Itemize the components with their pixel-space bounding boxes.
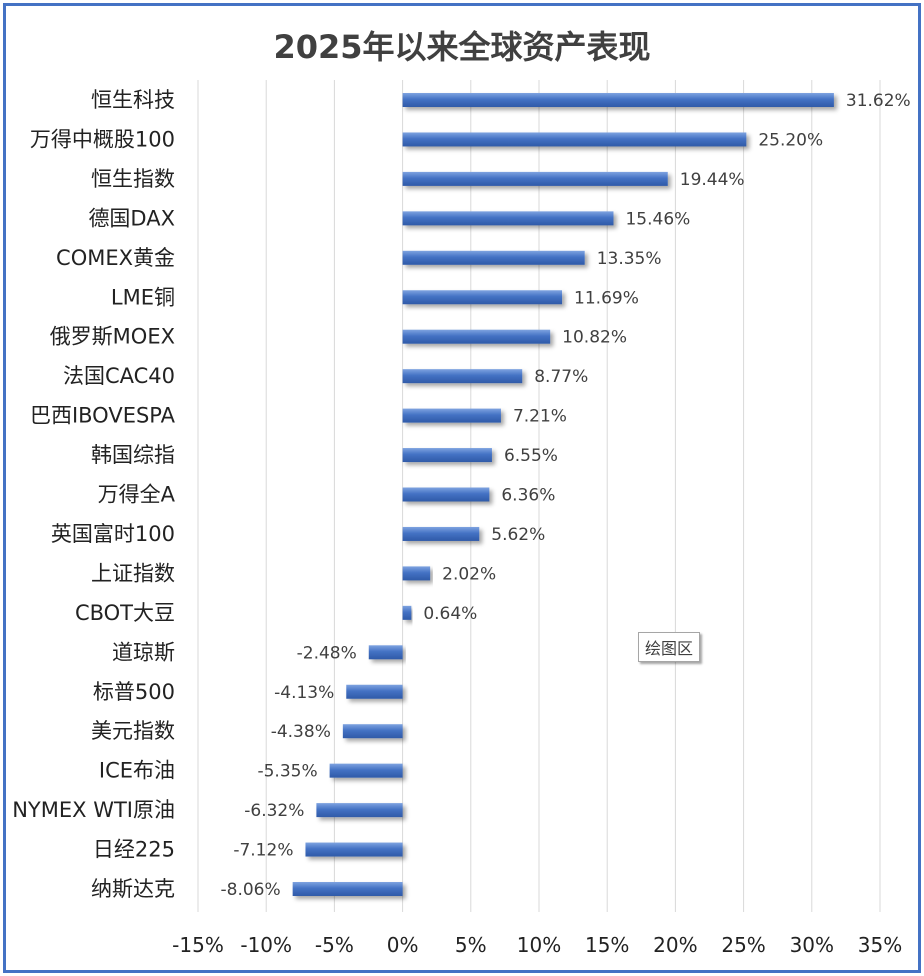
bar: [402, 329, 551, 344]
data-label: 19.44%: [680, 170, 745, 190]
x-tick-label: 35%: [858, 933, 902, 957]
category-label: 纳斯达克: [91, 877, 175, 901]
bar: [402, 171, 668, 186]
category-label: 巴西IBOVESPA: [30, 404, 176, 428]
x-tick-label: -10%: [240, 933, 292, 957]
data-label: 25.20%: [758, 130, 823, 150]
bar: [402, 93, 834, 107]
chart-title: 2025年以来全球资产表现: [273, 28, 651, 66]
bar: [402, 211, 614, 226]
data-label: 8.77%: [534, 367, 588, 387]
bar: [368, 645, 403, 660]
bar: [402, 408, 501, 423]
bar: [329, 763, 403, 778]
bar: [402, 132, 747, 147]
bar: [402, 487, 490, 502]
category-label: 法国CAC40: [63, 364, 175, 388]
data-label: 11.69%: [574, 288, 639, 308]
data-label: -2.48%: [297, 643, 357, 663]
category-label: 万得中概股100: [30, 127, 175, 151]
data-label: -5.35%: [257, 762, 317, 782]
bar: [342, 724, 403, 739]
category-label: 俄罗斯MOEX: [50, 325, 175, 349]
data-label: -4.38%: [271, 722, 331, 742]
plot-area-tooltip: 绘图区: [638, 632, 701, 662]
data-label: 2.02%: [442, 564, 496, 584]
category-label: 德国DAX: [88, 206, 175, 230]
x-tick-label: 5%: [455, 933, 487, 957]
bar: [305, 842, 403, 857]
data-label: 10.82%: [562, 328, 627, 348]
data-label: 13.35%: [597, 249, 662, 269]
data-label: 6.55%: [504, 446, 558, 466]
bar: [402, 526, 480, 541]
x-tick-label: 20%: [653, 933, 697, 957]
category-label: 日经225: [93, 838, 175, 862]
category-label: 道琼斯: [112, 640, 175, 664]
category-label: ICE布油: [99, 759, 175, 783]
x-tick-label: 30%: [790, 933, 834, 957]
x-tick-label: 10%: [517, 933, 561, 957]
data-label: -7.12%: [233, 841, 293, 861]
category-label: COMEX黄金: [56, 246, 175, 270]
data-label: 5.62%: [491, 525, 545, 545]
bar: [402, 566, 431, 581]
category-label: NYMEX WTI原油: [12, 798, 175, 822]
x-tick-label: 15%: [585, 933, 629, 957]
data-label: 15.46%: [625, 209, 690, 229]
category-label: CBOT大豆: [75, 601, 175, 625]
data-label: -6.32%: [244, 801, 304, 821]
category-label: LME铜: [111, 285, 175, 309]
data-label: 31.62%: [846, 91, 911, 111]
category-label: 美元指数: [91, 719, 175, 743]
x-tick-label: -15%: [172, 933, 224, 957]
bar: [402, 448, 492, 463]
category-label: 恒生科技: [91, 88, 175, 112]
data-label: 0.64%: [423, 604, 477, 624]
x-tick-label: 25%: [721, 933, 765, 957]
bar: [402, 369, 523, 384]
bar: [402, 290, 563, 305]
data-label: 6.36%: [501, 486, 555, 506]
data-label: -8.06%: [221, 880, 281, 900]
x-tick-label: 0%: [387, 933, 419, 957]
data-label: -4.13%: [274, 683, 334, 703]
category-label: 恒生指数: [91, 167, 175, 191]
x-tick-label: -5%: [315, 933, 354, 957]
bar: [316, 803, 403, 818]
data-label: 7.21%: [513, 407, 567, 427]
bar: [402, 250, 585, 265]
category-label: 英国富时100: [51, 522, 175, 546]
bar: [402, 605, 412, 620]
bar: [292, 882, 403, 896]
category-label: 韩国综指: [91, 443, 175, 467]
category-label: 万得全A: [98, 483, 176, 507]
category-label: 标普500: [93, 680, 175, 704]
category-label: 上证指数: [91, 561, 175, 585]
bar: [346, 684, 403, 699]
